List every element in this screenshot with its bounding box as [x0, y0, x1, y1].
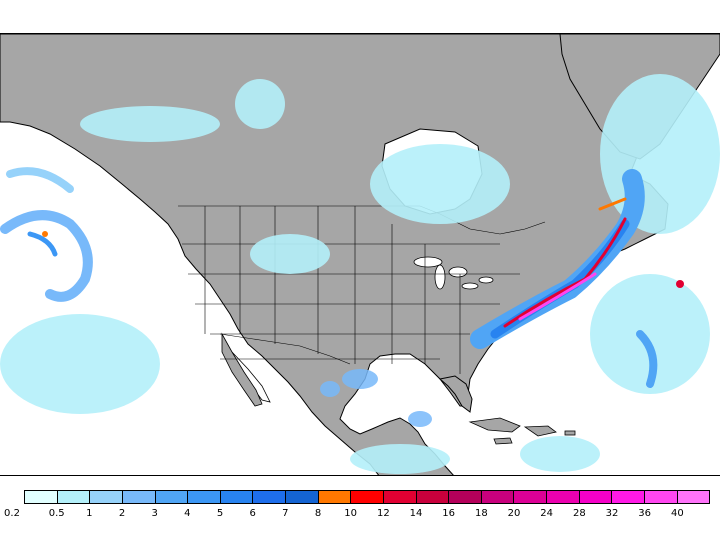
colorbar-swatch: [677, 491, 710, 503]
colorbar-swatch: [481, 491, 515, 503]
colorbar-swatch: [220, 491, 254, 503]
colorbar-tick-label: 18: [474, 508, 488, 519]
colorbar-swatch: [351, 491, 384, 503]
colorbar-swatch: [644, 491, 678, 503]
precip-light: [0, 74, 720, 474]
colorbar-tick-label: 0.5: [48, 508, 65, 519]
colorbar-tick-label: 14: [409, 508, 423, 519]
colorbar-tick-label: 2: [118, 508, 126, 519]
colorbar-swatch: [90, 491, 123, 503]
colorbar-swatch: [286, 491, 319, 503]
colorbar-tick-label: 40: [670, 508, 684, 519]
colorbar-swatch: [514, 491, 547, 503]
caribbean-islands: [468, 417, 576, 445]
colorbar-swatch: [612, 491, 645, 503]
colorbar-swatch: [188, 491, 221, 503]
pacific-storm: [0, 167, 93, 302]
colorbar-tick-label: 28: [572, 508, 586, 519]
atlantic-storm: [42, 169, 684, 388]
colorbar-tick-label: 4: [184, 508, 191, 519]
colorbar-tick-label: 0.2: [4, 508, 20, 519]
colorbar-swatch: [579, 491, 613, 503]
colorbar-tick-label: 12: [376, 508, 390, 519]
florida: [438, 375, 473, 413]
colorbar-tick-label: 24: [540, 508, 554, 519]
colorbar: [24, 490, 710, 504]
colorbar-tick-label: 16: [442, 508, 456, 519]
colorbar-swatch: [449, 491, 482, 503]
baja-california: [221, 332, 263, 407]
colorbar-tick-label: 6: [249, 508, 256, 519]
colorbar-swatch: [416, 491, 450, 503]
colorbar-tick-label: 7: [282, 508, 289, 519]
colorbar-tick-label: 20: [507, 508, 521, 519]
colorbar-swatch: [547, 491, 580, 503]
precip-gulf: [320, 369, 432, 427]
colorbar-tick-label: 32: [605, 508, 619, 519]
colorbar-tick-label: 1: [86, 508, 93, 519]
colorbar-swatch: [155, 491, 189, 503]
colorbar-labels: 0.2 0.5 1 2 3 4 5 6 7 8 10 12 14 16 18 20 24 28 32 36 40: [0, 508, 720, 524]
colorbar-swatch: [122, 491, 156, 503]
colorbar-tick-label: 36: [638, 508, 652, 519]
great-lakes: [413, 256, 494, 290]
colorbar-tick-label: 10: [344, 508, 358, 519]
colorbar-swatch: [253, 491, 286, 503]
colorbar-tick-label: 3: [151, 508, 158, 519]
map-canvas: [0, 34, 720, 475]
precipitation-map: [0, 33, 720, 476]
colorbar-swatch: [318, 491, 352, 503]
colorbar-swatch: [25, 491, 58, 503]
colorbar-swatch: [383, 491, 417, 503]
colorbar-tick-label: 5: [216, 508, 224, 519]
mexico-border: [219, 333, 351, 365]
colorbar-swatch: [57, 491, 91, 503]
colorbar-tick-label: 8: [314, 508, 322, 519]
